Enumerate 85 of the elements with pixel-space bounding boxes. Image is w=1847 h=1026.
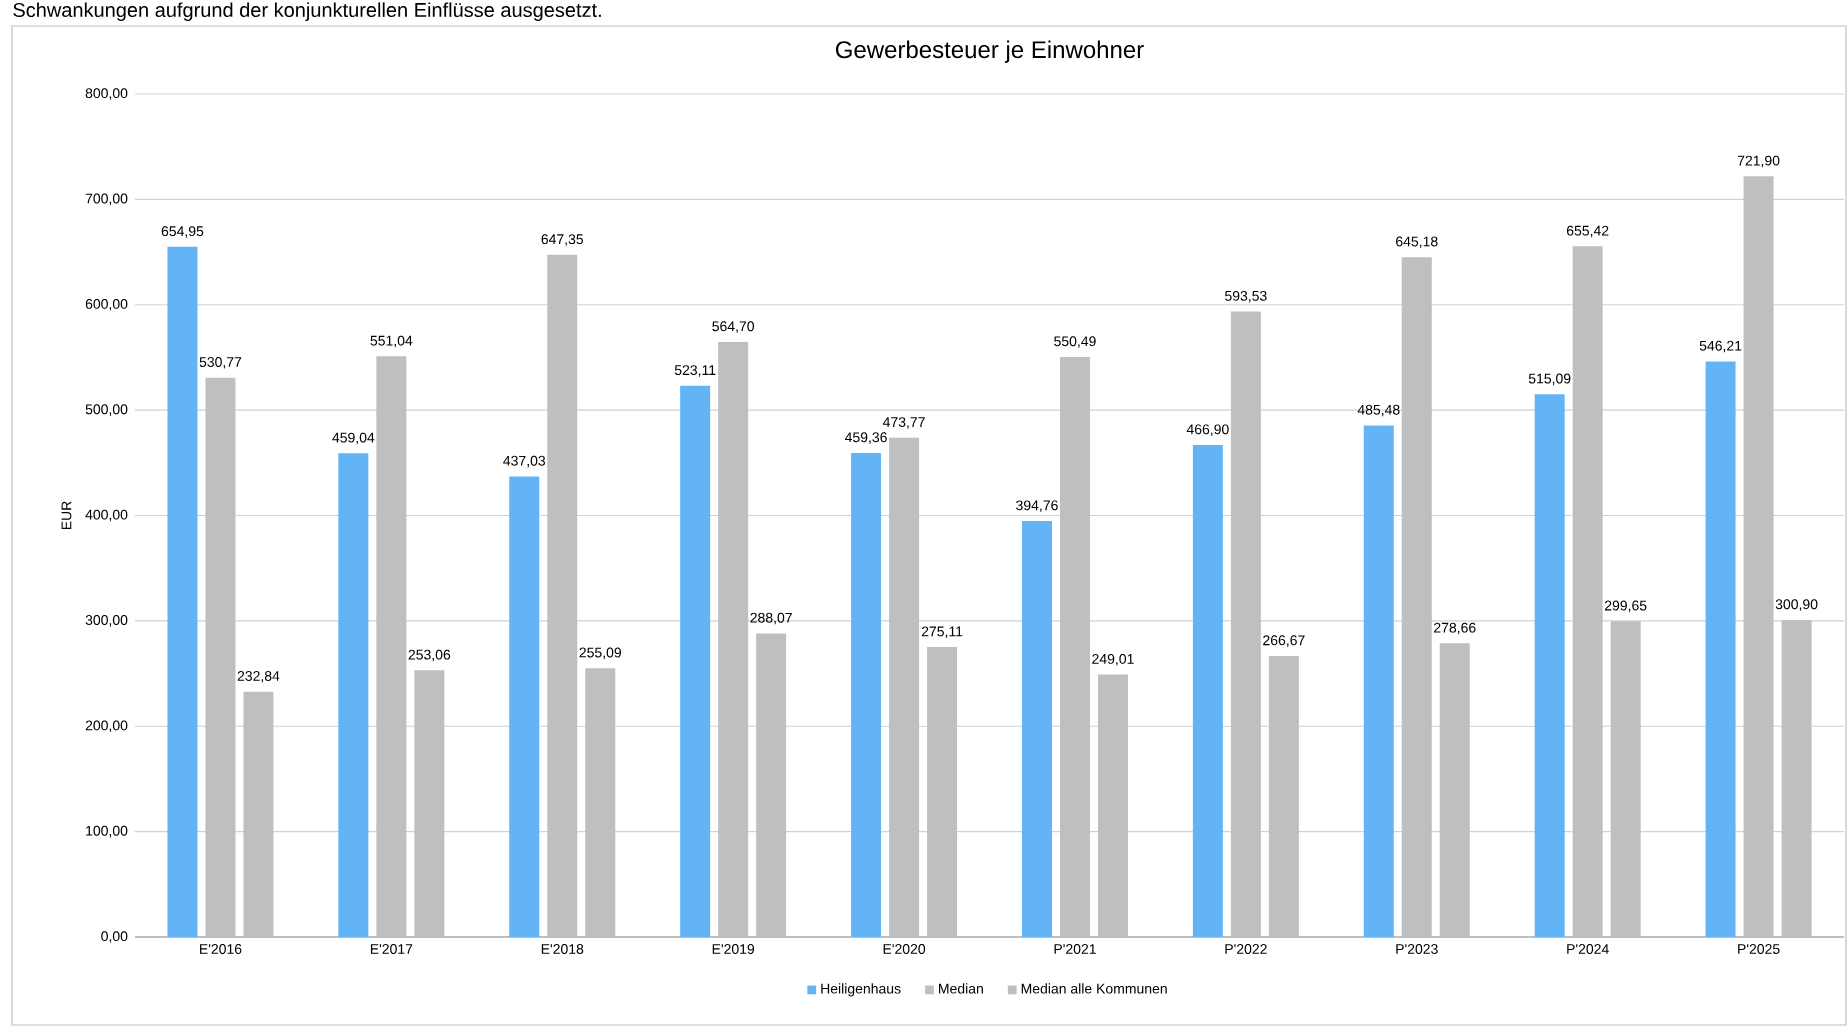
data-label: 300,90 bbox=[1775, 599, 1818, 611]
y-tick-label: 100,00 bbox=[86, 825, 128, 838]
data-label: 288,07 bbox=[750, 612, 792, 625]
text: Schwankungen aufgrund der konjunkturellen Einflüsse ausgesetzt. bbox=[13, 2, 601, 22]
bar bbox=[1192, 444, 1223, 937]
bar bbox=[1363, 425, 1394, 937]
data-label: 551,04 bbox=[370, 335, 413, 348]
data-label: 394,76 bbox=[1016, 500, 1058, 512]
data-label: 550,49 bbox=[1054, 336, 1096, 348]
x-tick-label: E'2019 bbox=[712, 944, 755, 954]
data-label: 249,01 bbox=[1092, 653, 1134, 666]
data-label: 515,09 bbox=[1528, 373, 1571, 386]
y-tick-label: 500,00 bbox=[85, 404, 128, 416]
bar bbox=[414, 670, 445, 937]
bar bbox=[509, 476, 540, 937]
data-label: 459,04 bbox=[332, 432, 375, 445]
x-tick-label: E'2017 bbox=[370, 944, 413, 954]
bar bbox=[1572, 246, 1603, 937]
data-label: 275,11 bbox=[921, 626, 963, 639]
bar bbox=[1268, 655, 1299, 937]
data-label: 278,66 bbox=[1434, 622, 1476, 635]
y-tick-label: 200,00 bbox=[85, 720, 128, 733]
data-label: 655,42 bbox=[1566, 225, 1609, 238]
data-label: 473,77 bbox=[882, 417, 925, 429]
x-tick-label: P'2022 bbox=[1225, 944, 1267, 954]
data-label: 266,67 bbox=[1263, 635, 1305, 647]
bar bbox=[1439, 643, 1470, 937]
data-label: 593,53 bbox=[1225, 290, 1267, 303]
data-label: 437,03 bbox=[503, 455, 546, 468]
x-tick-label: P'2025 bbox=[1738, 944, 1780, 954]
x-tick-label: P'2021 bbox=[1054, 944, 1096, 954]
y-tick-label: 700,00 bbox=[85, 193, 128, 206]
bar bbox=[851, 452, 882, 937]
legend-label: Median bbox=[939, 983, 983, 994]
bar bbox=[1781, 619, 1812, 937]
data-label: 299,65 bbox=[1604, 600, 1647, 613]
bar bbox=[718, 341, 749, 937]
y-tick-label: 0,00 bbox=[101, 931, 128, 943]
data-label: 654,95 bbox=[161, 226, 204, 238]
bar bbox=[1534, 394, 1565, 937]
bar bbox=[756, 633, 787, 937]
x-tick-label: E'2016 bbox=[200, 944, 242, 954]
data-label: 530,77 bbox=[199, 357, 242, 369]
data-label: 721,90 bbox=[1737, 155, 1780, 168]
bar bbox=[1743, 176, 1774, 937]
bar bbox=[1059, 356, 1090, 937]
bar bbox=[1610, 621, 1641, 937]
legend-label: Median alle Kommunen bbox=[1021, 983, 1167, 994]
x-tick-label: E'2020 bbox=[883, 944, 926, 954]
data-label: 255,09 bbox=[579, 647, 621, 660]
data-label: 485,48 bbox=[1357, 404, 1400, 417]
data-label: 232,84 bbox=[237, 671, 280, 683]
y-tick-label: 300,00 bbox=[85, 615, 128, 627]
bar bbox=[338, 453, 369, 937]
x-tick-label: E'2018 bbox=[541, 944, 584, 954]
data-label: 253,06 bbox=[408, 649, 451, 662]
bar bbox=[167, 246, 198, 937]
bar bbox=[680, 385, 711, 937]
bar bbox=[889, 437, 920, 937]
data-label: 546,21 bbox=[1699, 340, 1742, 353]
data-label: 645,18 bbox=[1396, 236, 1438, 249]
data-label: 459,36 bbox=[844, 432, 887, 444]
bar bbox=[1230, 311, 1261, 937]
data-label: 466,90 bbox=[1186, 424, 1229, 436]
x-tick-label: P'2023 bbox=[1396, 944, 1438, 954]
bar bbox=[1705, 361, 1736, 937]
y-axis-title: EUR bbox=[61, 501, 72, 530]
data-label: 647,35 bbox=[541, 234, 584, 246]
y-tick-label: 800,00 bbox=[85, 88, 128, 100]
bar bbox=[547, 254, 578, 937]
bar bbox=[376, 356, 407, 937]
data-label: 523,11 bbox=[674, 365, 716, 377]
bar bbox=[243, 691, 274, 937]
data-label: 564,70 bbox=[712, 321, 755, 333]
x-tick-label: P'2024 bbox=[1567, 944, 1609, 954]
bar bbox=[585, 668, 616, 937]
chart-title: Gewerbesteuer je Einwohner bbox=[835, 40, 1144, 63]
bar bbox=[927, 647, 958, 937]
bar bbox=[1401, 257, 1432, 937]
bar bbox=[205, 377, 236, 937]
bar bbox=[1097, 674, 1128, 937]
y-tick-label: 600,00 bbox=[85, 298, 128, 311]
legend-label: Heiligenhaus bbox=[821, 983, 901, 997]
y-tick-label: 400,00 bbox=[85, 509, 128, 522]
bar bbox=[1021, 521, 1052, 937]
